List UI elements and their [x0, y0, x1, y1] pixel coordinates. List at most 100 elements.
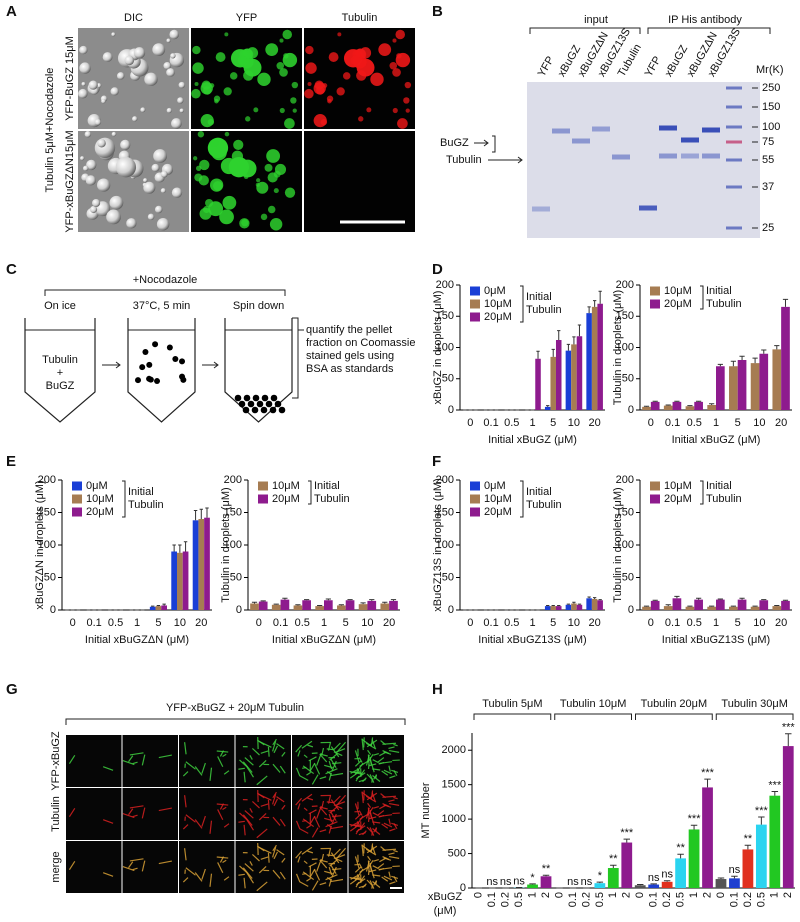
error-bar [610, 864, 617, 869]
micrograph [122, 735, 178, 787]
microtubule [201, 762, 206, 774]
y-tick-label: 200 [436, 474, 454, 486]
droplet [265, 43, 279, 57]
droplet [166, 38, 171, 43]
microtubule [185, 867, 196, 876]
microtubule [382, 742, 397, 745]
droplet [191, 88, 201, 99]
bar [204, 517, 210, 610]
error-bar [536, 350, 540, 359]
significance-label: ** [542, 863, 551, 875]
y-axis-label: Tubulin in droplets (μM) [220, 487, 232, 602]
bar [555, 606, 562, 610]
microtubule [361, 738, 364, 751]
microtubule [102, 872, 114, 877]
microtubule [223, 823, 230, 828]
droplet [224, 131, 230, 137]
microtubule [311, 774, 319, 785]
marker-label: 250 [762, 82, 780, 94]
x-axis-label: Initial xBuGZΔN (μM) [85, 634, 189, 646]
microtubule [128, 808, 134, 816]
microtubule [383, 822, 393, 828]
micrograph [66, 841, 122, 893]
legend-swatch [650, 286, 660, 296]
row-label: YFP-xBuGZΔN15μM [64, 130, 76, 232]
bar [597, 303, 603, 410]
bar [694, 401, 703, 410]
microtubule [141, 754, 146, 766]
y-tick-label: 150 [38, 506, 56, 518]
error-bar [251, 601, 258, 604]
microtubule [238, 767, 245, 770]
error-bar [739, 597, 745, 600]
x-tick-label: 0.5 [687, 617, 702, 629]
droplet [222, 195, 237, 210]
droplet [290, 97, 297, 104]
pellet [278, 406, 286, 414]
microtubule [325, 874, 338, 881]
legend-bracket [122, 480, 126, 518]
microtubule [325, 821, 338, 828]
microtubule [358, 885, 366, 889]
droplet [307, 82, 312, 87]
legend-title: Initial [314, 480, 340, 492]
pellet [238, 400, 246, 408]
microtubule [355, 828, 360, 835]
microtubule [272, 816, 281, 826]
x-tick-label: 0.1 [665, 417, 680, 429]
error-bar [317, 604, 323, 607]
y-tick-label: 100 [616, 539, 634, 551]
error-bar [709, 403, 715, 405]
bar [258, 601, 268, 610]
x-tick-label: 1 [321, 617, 327, 629]
group-label: Tubulin 20μM [641, 698, 707, 710]
bar [729, 366, 738, 410]
microtubule [251, 854, 260, 862]
droplet [178, 81, 186, 89]
step-label: Spin down [233, 300, 284, 312]
droplet [279, 68, 288, 77]
droplet [89, 205, 98, 214]
legend-title: Initial [526, 486, 552, 498]
gel-band [592, 126, 610, 132]
microtubule [257, 792, 265, 799]
bar [367, 600, 377, 610]
y-tick-label: 0 [460, 882, 466, 894]
x-tick-label: 1 [526, 892, 538, 898]
error-bar [774, 345, 780, 350]
legend-label: 10μM [664, 285, 692, 297]
y-tick-label: 100 [38, 539, 56, 551]
microtubule [381, 823, 389, 829]
microtubule [358, 832, 366, 836]
error-bar [709, 605, 715, 607]
significance-label: ** [744, 833, 753, 845]
error-bar [542, 874, 550, 877]
microtubule [367, 749, 372, 755]
y-axis-label: Tubulin in droplets (μM) [612, 290, 624, 405]
microtubule [372, 812, 379, 817]
microtubule [307, 850, 314, 854]
bracket [292, 317, 304, 399]
marker-band [726, 105, 742, 109]
gel-band [659, 125, 677, 131]
panel-label: G [6, 681, 18, 698]
microtubule [393, 875, 398, 883]
droplet [228, 156, 250, 178]
error-bar [566, 603, 571, 605]
microtubule [68, 860, 76, 870]
error-bar [674, 400, 680, 402]
marker-band [726, 140, 742, 144]
tube [24, 318, 96, 423]
microtubule [379, 804, 387, 810]
microtubule [185, 761, 196, 770]
y-tick-label: 150 [616, 506, 634, 518]
group-label: Tubulin 5μM [482, 698, 542, 710]
droplet [166, 344, 173, 351]
bar [716, 366, 725, 410]
significance-label: ** [609, 853, 618, 865]
pellet [251, 406, 259, 414]
microtubule [276, 849, 285, 856]
error-bar [205, 507, 209, 518]
bar [177, 552, 183, 610]
x-tick-label: 0.2 [500, 892, 512, 907]
